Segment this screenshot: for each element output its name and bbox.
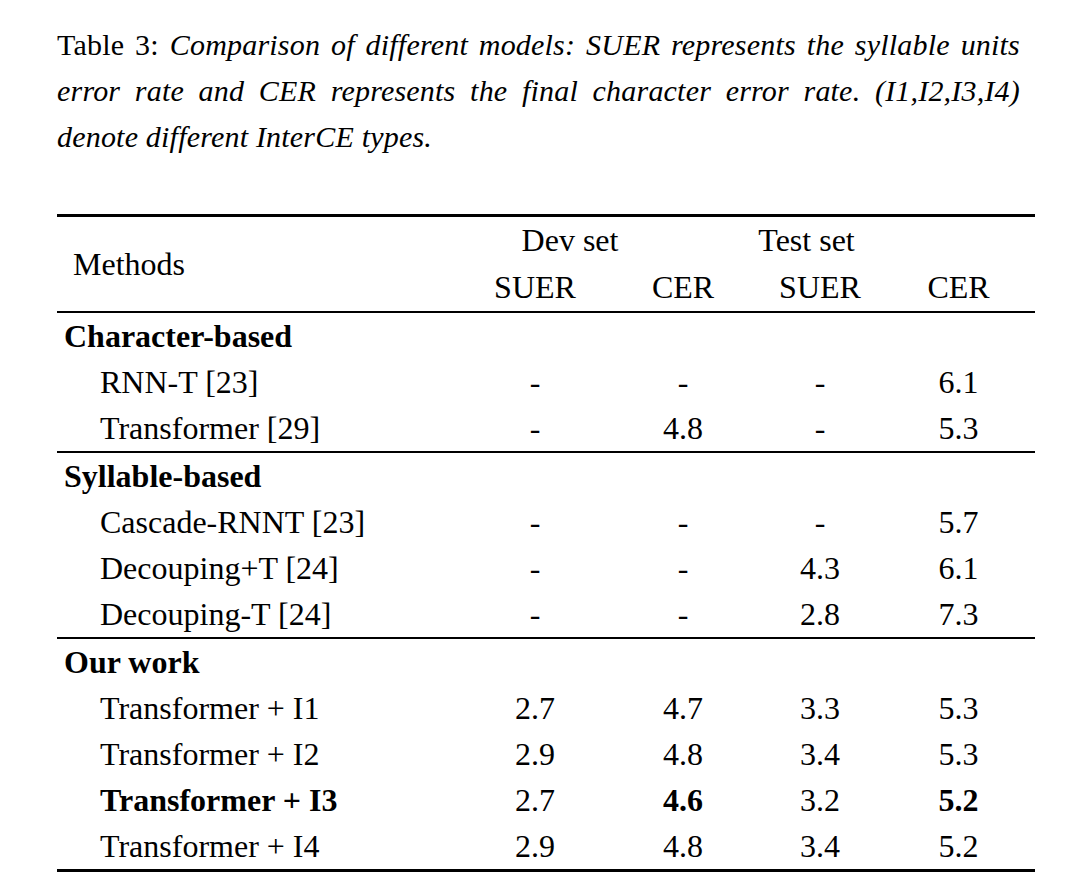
method-cell: Decouping+T [24] [57,545,462,591]
value-cell-dev-suer: - [462,359,608,405]
subheader-dev-cer: CER [608,264,758,312]
section-our-work: Our work Transformer + I1 2.7 4.7 3.3 5.… [57,638,1035,871]
value-cell-dev-suer: 2.7 [462,777,608,823]
value-cell-dev-suer: 2.7 [462,685,608,731]
value-cell-test-suer: 3.4 [758,731,882,777]
value-cell-test-cer: 5.3 [882,405,1035,452]
value-cell-dev-suer: - [462,591,608,638]
value-cell-test-cer: 5.2 [882,823,1035,871]
value-cell-test-cer: 5.2 [882,777,1035,823]
value-cell-test-cer: 5.7 [882,499,1035,545]
column-group-dev-set: Dev set [462,216,758,265]
section-syllable-based: Syllable-based Cascade-RNNT [23] - - - 5… [57,452,1035,638]
value-cell-dev-suer: - [462,405,608,452]
value-cell-test-cer: 7.3 [882,591,1035,638]
value-cell-test-suer: 2.8 [758,591,882,638]
column-group-test-set: Test set [758,216,1035,265]
value-cell-test-suer: - [758,405,882,452]
value-cell-test-suer: - [758,359,882,405]
method-cell: Decouping-T [24] [57,591,462,638]
value-cell-dev-suer: 2.9 [462,823,608,871]
value-cell-dev-cer: 4.8 [608,823,758,871]
value-cell-dev-cer: 4.7 [608,685,758,731]
table-header: Methods Dev set Test set SUER CER SUER C… [57,216,1035,313]
method-cell: Transformer + I3 [57,777,462,823]
value-cell-test-suer: - [758,499,882,545]
value-cell-dev-cer: - [608,545,758,591]
method-cell: Transformer [29] [57,405,462,452]
subheader-test-cer: CER [882,264,1035,312]
section-title: Syllable-based [57,452,1035,499]
section-title: Character-based [57,312,1035,359]
table-row: Transformer + I1 2.7 4.7 3.3 5.3 [57,685,1035,731]
value-cell-dev-cer: 4.8 [608,731,758,777]
results-table: Methods Dev set Test set SUER CER SUER C… [57,214,1035,872]
value-cell-test-suer: 3.2 [758,777,882,823]
subheader-test-suer: SUER [758,264,882,312]
table-row: Transformer + I2 2.9 4.8 3.4 5.3 [57,731,1035,777]
value-cell-test-suer: 4.3 [758,545,882,591]
table-row: Transformer [29] - 4.8 - 5.3 [57,405,1035,452]
value-cell-dev-cer: 4.6 [608,777,758,823]
section-title: Our work [57,638,1035,685]
method-cell: Transformer + I1 [57,685,462,731]
caption-text: Comparison of different models: SUER rep… [57,28,1020,153]
table-row: Transformer + I4 2.9 4.8 3.4 5.2 [57,823,1035,871]
table-row: Cascade-RNNT [23] - - - 5.7 [57,499,1035,545]
value-cell-test-cer: 6.1 [882,359,1035,405]
method-cell: Transformer + I4 [57,823,462,871]
section-character-based: Character-based RNN-T [23] - - - 6.1 Tra… [57,312,1035,452]
method-cell: Transformer + I2 [57,731,462,777]
value-cell-dev-cer: - [608,591,758,638]
value-cell-dev-cer: - [608,359,758,405]
value-cell-test-suer: 3.3 [758,685,882,731]
column-header-methods: Methods [57,216,462,313]
value-cell-dev-suer: - [462,545,608,591]
value-cell-test-cer: 5.3 [882,731,1035,777]
table-row: Decouping+T [24] - - 4.3 6.1 [57,545,1035,591]
value-cell-dev-cer: 4.8 [608,405,758,452]
caption-label: Table 3: [57,28,159,61]
header-group-row: Methods Dev set Test set [57,216,1035,265]
value-cell-dev-suer: 2.9 [462,731,608,777]
table-row-highlighted: Transformer + I3 2.7 4.6 3.2 5.2 [57,777,1035,823]
table-row: RNN-T [23] - - - 6.1 [57,359,1035,405]
value-cell-test-cer: 6.1 [882,545,1035,591]
section-title-row: Character-based [57,312,1035,359]
method-cell: RNN-T [23] [57,359,462,405]
value-cell-dev-suer: - [462,499,608,545]
section-title-row: Syllable-based [57,452,1035,499]
method-cell: Cascade-RNNT [23] [57,499,462,545]
subheader-dev-suer: SUER [462,264,608,312]
value-cell-test-cer: 5.3 [882,685,1035,731]
value-cell-dev-cer: - [608,499,758,545]
table-figure: Table 3: Comparison of different models:… [0,0,1080,872]
value-cell-test-suer: 3.4 [758,823,882,871]
table-caption: Table 3: Comparison of different models:… [0,0,1080,160]
table-row: Decouping-T [24] - - 2.8 7.3 [57,591,1035,638]
section-title-row: Our work [57,638,1035,685]
